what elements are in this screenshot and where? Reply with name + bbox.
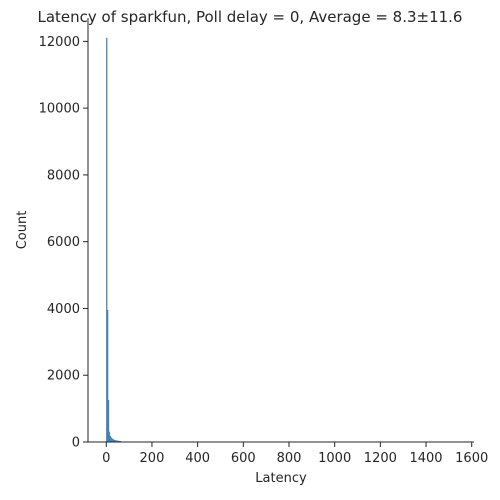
x-tick-label: 1000 <box>318 451 351 466</box>
y-axis-label: Count <box>15 211 30 250</box>
x-tick-label: 600 <box>231 451 256 466</box>
y-tick-label: 4000 <box>47 302 80 317</box>
x-tick-label: 200 <box>140 451 165 466</box>
x-tick-label: 400 <box>185 451 210 466</box>
x-axis-ticks: 0 200 400 600 800 1000 1200 1400 1600 <box>102 442 488 466</box>
chart-title: Latency of sparkfun, Poll delay = 0, Ave… <box>38 8 463 26</box>
histogram-bars <box>106 37 123 443</box>
y-tick-label: 0 <box>72 436 80 451</box>
x-tick-label: 1600 <box>455 451 488 466</box>
x-tick-label: 1200 <box>364 451 397 466</box>
x-tick-label: 0 <box>102 451 110 466</box>
x-axis-label: Latency <box>255 471 307 486</box>
x-tick-label: 800 <box>277 451 302 466</box>
y-tick-label: 10000 <box>39 102 80 117</box>
x-tick-label: 1400 <box>409 451 442 466</box>
y-axis-ticks: 0 2000 4000 6000 8000 10000 12000 <box>39 35 88 451</box>
y-tick-label: 2000 <box>47 369 80 384</box>
y-tick-label: 12000 <box>39 35 80 50</box>
y-tick-label: 6000 <box>47 235 80 250</box>
y-tick-label: 8000 <box>47 168 80 183</box>
